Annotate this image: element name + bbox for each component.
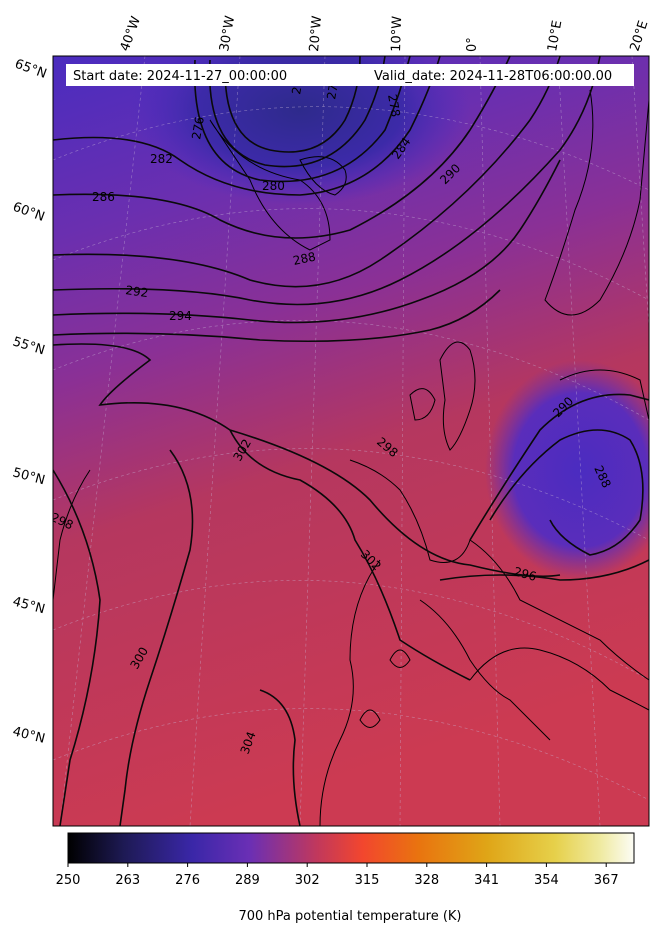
longitude-labels: 40°W 30°W 20°W 10°W 0° 10°E 20°E xyxy=(118,14,652,53)
start-date-label: Start date: 2024-11-27_00:00:00 xyxy=(73,69,287,84)
contour-label: 278 xyxy=(385,93,403,118)
lon-label: 10°E xyxy=(545,19,565,52)
valid-date-label: Valid_date: 2024-11-28T06:00:00.00 xyxy=(374,69,612,84)
contour-label: 276 xyxy=(189,116,207,141)
colorbar: 250 263 276 289 302 315 328 341 354 367 … xyxy=(56,832,635,924)
lon-label: 20°E xyxy=(628,19,652,53)
map-panel: 276 270 272 278 282 284 280 290 286 288 … xyxy=(53,56,649,826)
contour-label: 288 xyxy=(292,249,317,267)
lon-label: 30°W xyxy=(217,15,238,53)
colorbar-tick-label: 276 xyxy=(175,873,200,888)
lat-label: 60°N xyxy=(11,200,47,225)
contour-label: 294 xyxy=(169,309,192,323)
latitude-labels: 65°N 60°N 55°N 50°N 45°N 40°N xyxy=(11,57,49,747)
colorbar-tick-label: 328 xyxy=(414,873,439,888)
colorbar-tick-labels: 250 263 276 289 302 315 328 341 354 367 xyxy=(56,873,619,888)
lon-label: 40°W xyxy=(118,14,144,53)
colorbar-gradient xyxy=(67,832,635,864)
cold-pool-north xyxy=(130,56,470,205)
colorbar-tick-label: 302 xyxy=(295,873,320,888)
colorbar-tick-label: 367 xyxy=(594,873,619,888)
contour-label: 292 xyxy=(125,283,150,300)
contour-label: 296 xyxy=(512,564,538,583)
map-frame xyxy=(52,55,650,827)
lat-label: 55°N xyxy=(11,334,47,358)
colorbar-label: 700 hPa potential temperature (K) xyxy=(238,909,461,924)
colorbar-tick-label: 289 xyxy=(235,873,260,888)
isentrope-contours xyxy=(53,56,649,826)
colorbar-tick-label: 354 xyxy=(534,873,559,888)
colorbar-tick-label: 250 xyxy=(56,873,81,888)
lat-label: 50°N xyxy=(11,465,47,488)
contour-label: 286 xyxy=(92,190,115,204)
colorbar-tick-label: 263 xyxy=(115,873,140,888)
contour-label: 280 xyxy=(262,179,285,193)
lat-label: 65°N xyxy=(13,57,49,82)
colorbar-ticks xyxy=(67,863,607,867)
lon-label: 20°W xyxy=(307,15,325,52)
lat-label: 40°N xyxy=(11,724,46,746)
contour-label: 282 xyxy=(150,152,173,166)
contour-labels: 276 270 272 278 282 284 280 290 286 288 … xyxy=(53,71,614,756)
lon-label: 0° xyxy=(465,37,480,52)
cold-low-east xyxy=(485,360,649,580)
lat-label: 45°N xyxy=(11,594,47,617)
colorbar-tick-label: 341 xyxy=(474,873,499,888)
graticule xyxy=(53,56,649,826)
colorbar-tick-label: 315 xyxy=(355,873,380,888)
info-box xyxy=(66,64,634,86)
lon-label: 10°W xyxy=(389,16,405,53)
